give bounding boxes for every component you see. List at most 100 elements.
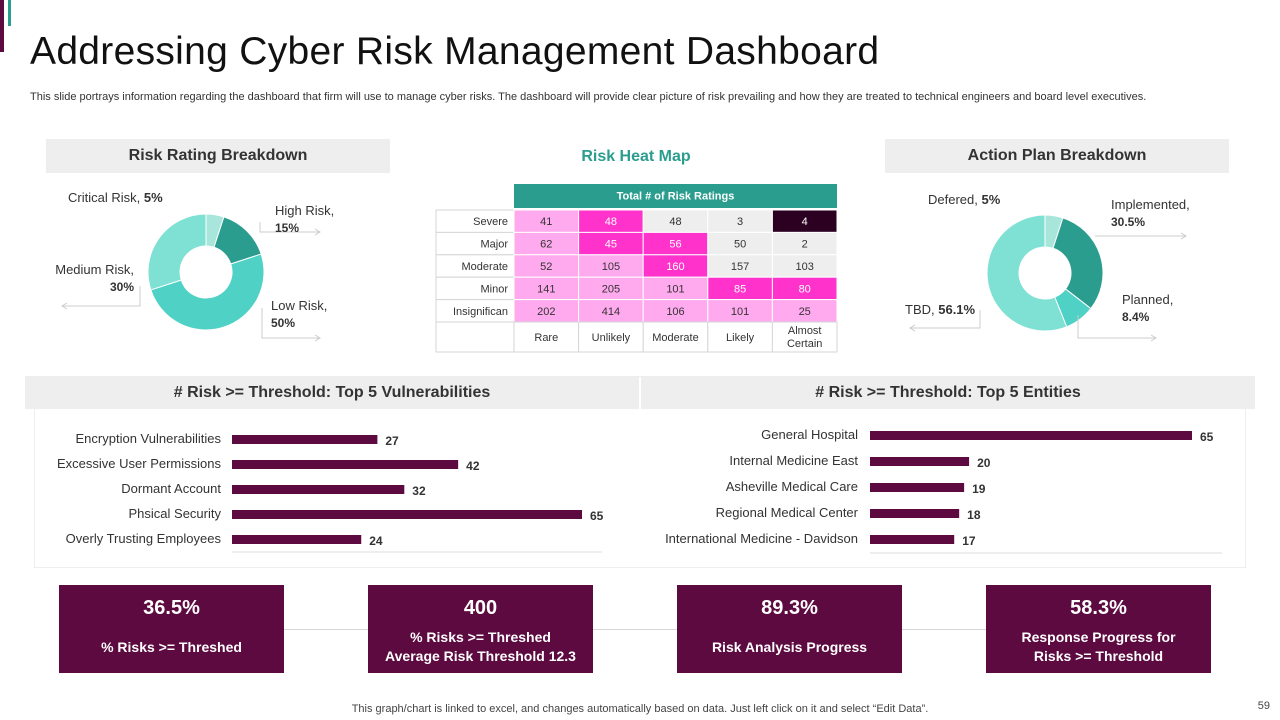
entities-header: # Risk >= Threshold: Top 5 Entities [641,376,1255,409]
kpi-connector [284,629,368,630]
heat-cell-value: 141 [537,283,555,295]
leader-arrow [1150,334,1157,342]
slice-value: 15% [275,221,299,235]
kpi-value: 89.3% [761,597,818,619]
bar-category-label: International Medicine - Davidson [665,531,858,546]
heat-col-label-cell [707,321,773,353]
leader-line [910,310,981,329]
bar-value-label: 42 [466,459,480,473]
kpi-label: % Risks >= Threshed Average Risk Thresho… [385,629,576,664]
heat-cell-value: 62 [540,239,552,251]
heat-cell-value: 52 [540,261,552,273]
kpi-label: Risk Analysis Progress [711,638,868,655]
heat-cell-value: 160 [666,261,684,273]
vulnerabilities-header: # Risk >= Threshold: Top 5 Vulnerabiliti… [25,376,639,409]
heat-row-label: Major [480,239,508,251]
heat-cell-value: 105 [602,261,620,273]
bar-category-label: Dormant Account [121,481,221,496]
bar [870,509,960,518]
bar-category-label: Encryption Vulnerabilities [76,431,222,446]
accent-bar [0,0,4,52]
leader-line [259,222,320,233]
bar-value-label: 17 [962,534,976,548]
bar-value-label: 24 [369,534,383,548]
bar [232,510,582,519]
bar-value-label: 27 [385,434,399,448]
heat-cell-value: 157 [731,261,749,273]
kpi-connector [593,629,677,630]
bar-value-label: 65 [590,509,604,523]
heat-map-header: Risk Heat Map [581,148,691,165]
slice-value: 8.4% [1122,310,1150,324]
heat-col-label-cell [513,321,580,353]
leader-arrow [1180,232,1187,240]
action-plan-header: Action Plan Breakdown [885,139,1229,173]
heat-cell-value: 48 [669,216,681,228]
page-title: Addressing Cyber Risk Management Dashboa… [30,30,880,73]
bar [232,535,362,544]
bar [232,485,405,494]
heat-cell-value: 80 [799,283,811,295]
heat-cell-value: 56 [669,239,681,251]
bar-section-frame [34,376,1246,568]
bar-value-label: 19 [972,482,986,496]
heat-cell-value: 25 [799,306,811,318]
slice-label: Implemented, [1111,197,1190,212]
heat-cell-value: 4 [802,216,808,228]
heat-row-label: Moderate [462,261,508,273]
kpi-risks-threshed: 36.5% % Risks >= Threshed [59,585,284,673]
kpi-value: 36.5% [143,597,200,619]
accent-bar-secondary [8,0,11,26]
kpi-value: 400 [463,597,498,619]
heat-cell-value: 106 [666,306,684,318]
heat-cell-value: 85 [734,283,746,295]
leader-arrow [61,302,68,310]
footer-note: This graph/chart is linked to excel, and… [351,703,929,715]
page-number: 59 [1257,700,1270,712]
heat-cell-value: 202 [537,306,555,318]
bar [870,483,965,492]
heat-cell-value: 45 [605,239,617,251]
kpi-connector [902,629,986,630]
heat-cell-value: 103 [796,261,814,273]
bar-value-label: 32 [412,484,426,498]
heat-col-label-cell [642,321,709,353]
kpi-risk-analysis-progress: 89.3% Risk Analysis Progress [677,585,902,673]
donut-slice [147,213,207,291]
heat-header-bg [514,184,837,208]
heat-col-label-cell [771,321,838,353]
action-plan-donut: Defered, 5% Implemented, 30.5% Planned, 8.4%… [905,192,1190,342]
heat-cell-value: 48 [605,216,617,228]
heat-header-label: Total # of Risk Ratings [617,191,735,203]
kpi-value: 58.3% [1070,597,1127,619]
slice-label: Critical Risk, 5% [68,190,163,205]
slice-value: 5% [144,190,163,205]
bar-category-label: General Hospital [761,427,858,442]
kpi-response-progress: 58.3% Response Progress for Risks >= Thr… [986,585,1211,673]
slice-label: Low Risk, [271,298,327,313]
slice-label: Defered, 5% [928,192,1001,207]
heat-row-label: Severe [473,216,508,228]
bar-category-label: Overly Trusting Employees [66,531,222,546]
slice-value: 5% [981,192,1000,207]
heat-cell-value: 41 [540,216,552,228]
bar-category-label: Excessive User Permissions [57,456,221,471]
heat-cell-value: 50 [734,239,746,251]
bar-category-label: Asheville Medical Care [726,479,858,494]
risk-heat-map: Total # of Risk Ratings Severe 41 48 48 3 4 Maj… [435,184,838,353]
donut-slice [1052,217,1104,310]
risk-rating-header: Risk Rating Breakdown [46,139,390,173]
heat-cell-value: 101 [666,283,684,295]
heat-col-label: Moderate [652,332,698,344]
leader-arrow [314,334,321,342]
risk-rating-donut: Critical Risk, 5% High Risk, 15% Low Risk, 5… [55,190,334,342]
entities-bar-chart: General Hospital 65 Internal Medicine East… [665,427,1222,554]
leader-arrow [909,324,916,332]
page-subtitle: This slide portrays information regardin… [30,91,1147,103]
heat-col-label: Likely [726,332,755,344]
heat-col-label: Unlikely [592,332,631,344]
slice-label: High Risk, [275,203,334,218]
bar-value-label: 18 [967,508,981,522]
slice-label: TBD, 56.1% [905,302,976,317]
slice-label: Medium Risk, [55,262,134,277]
